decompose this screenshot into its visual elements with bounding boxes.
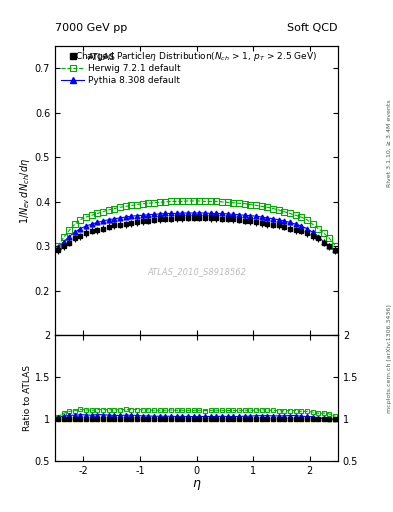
- Text: Charged Particle$\eta$ Distribution($N_{ch}$ > 1, $p_{T}$ > 2.5 GeV): Charged Particle$\eta$ Distribution($N_{…: [75, 50, 318, 63]
- Legend: ATLAS, Herwig 7.2.1 default, Pythia 8.308 default: ATLAS, Herwig 7.2.1 default, Pythia 8.30…: [59, 51, 182, 87]
- Text: Rivet 3.1.10, ≥ 3.4M events: Rivet 3.1.10, ≥ 3.4M events: [387, 99, 392, 187]
- Text: 7000 GeV pp: 7000 GeV pp: [55, 23, 127, 33]
- Y-axis label: $1/N_{ev}\,dN_{ch}/d\eta$: $1/N_{ev}\,dN_{ch}/d\eta$: [18, 158, 32, 224]
- Text: Soft QCD: Soft QCD: [288, 23, 338, 33]
- Text: mcplots.cern.ch [arXiv:1306.3436]: mcplots.cern.ch [arXiv:1306.3436]: [387, 304, 392, 413]
- X-axis label: $\eta$: $\eta$: [192, 478, 201, 493]
- Y-axis label: Ratio to ATLAS: Ratio to ATLAS: [23, 365, 32, 431]
- Text: ATLAS_2010_S8918562: ATLAS_2010_S8918562: [147, 267, 246, 276]
